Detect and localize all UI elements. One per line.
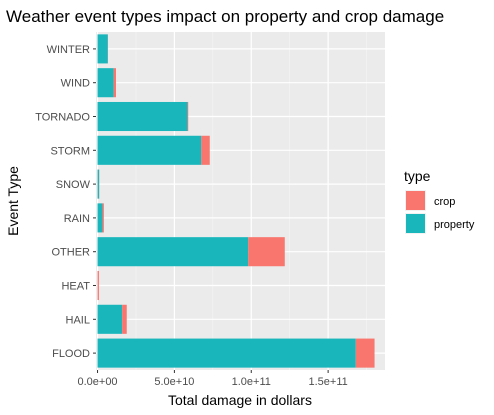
bars (97, 34, 375, 368)
x-tick-label: 5.0e+10 (154, 376, 194, 388)
bar-property-wind (97, 68, 114, 98)
y-axis-title: Event Type (5, 166, 21, 236)
bar-crop-tornado (187, 101, 189, 132)
legend-label-property: property (434, 219, 475, 231)
bar-crop-other (248, 237, 285, 267)
bar-crop-hail (122, 304, 127, 334)
bar-crop-flood (355, 338, 375, 368)
bar-property-tornado (97, 101, 188, 132)
legend: type crop property (404, 168, 475, 234)
legend-title: type (404, 168, 431, 184)
chart-title: Weather event types impact on property a… (6, 7, 444, 26)
x-tick-label: 0.0e+00 (77, 376, 117, 388)
x-axis-title: Total damage in dollars (168, 392, 312, 408)
y-tick-label: WINTER (47, 44, 90, 56)
legend-swatch-property (406, 214, 425, 233)
y-tick-label: HAIL (66, 314, 90, 326)
bar-crop-wind (113, 68, 116, 98)
y-tick-label: RAIN (64, 213, 90, 225)
bar-property-storm (97, 135, 202, 165)
bar-property-flood (97, 338, 356, 368)
x-axis-ticks: 0.0e+00 5.0e+10 1.0e+11 1.5e+11 (77, 370, 348, 388)
bar-property-hail (97, 304, 123, 334)
bar-property-rain (97, 203, 103, 233)
y-tick-label: WIND (61, 78, 90, 90)
bar-property-winter (97, 34, 108, 64)
bar-crop-rain (102, 203, 104, 233)
x-tick-label: 1.5e+11 (308, 376, 347, 388)
bar-property-other (97, 237, 249, 267)
bar-crop-storm (201, 135, 210, 165)
x-tick-label: 1.0e+11 (232, 376, 271, 388)
y-tick-label: FLOOD (52, 348, 90, 360)
legend-swatch-crop (406, 191, 425, 210)
bar-property-snow (97, 169, 100, 199)
y-axis-ticks: FLOOD HAIL HEAT OTHER RAIN SNOW STORM TORNADO WI… (35, 44, 96, 360)
y-tick-label: STORM (50, 145, 90, 157)
plot-panel (96, 32, 385, 370)
y-tick-label: TORNADO (35, 112, 90, 124)
legend-label-crop: crop (434, 196, 455, 208)
y-tick-label: HEAT (61, 281, 90, 293)
y-tick-label: SNOW (56, 179, 91, 191)
y-tick-label: OTHER (52, 247, 91, 259)
bar-crop-heat (97, 270, 99, 301)
